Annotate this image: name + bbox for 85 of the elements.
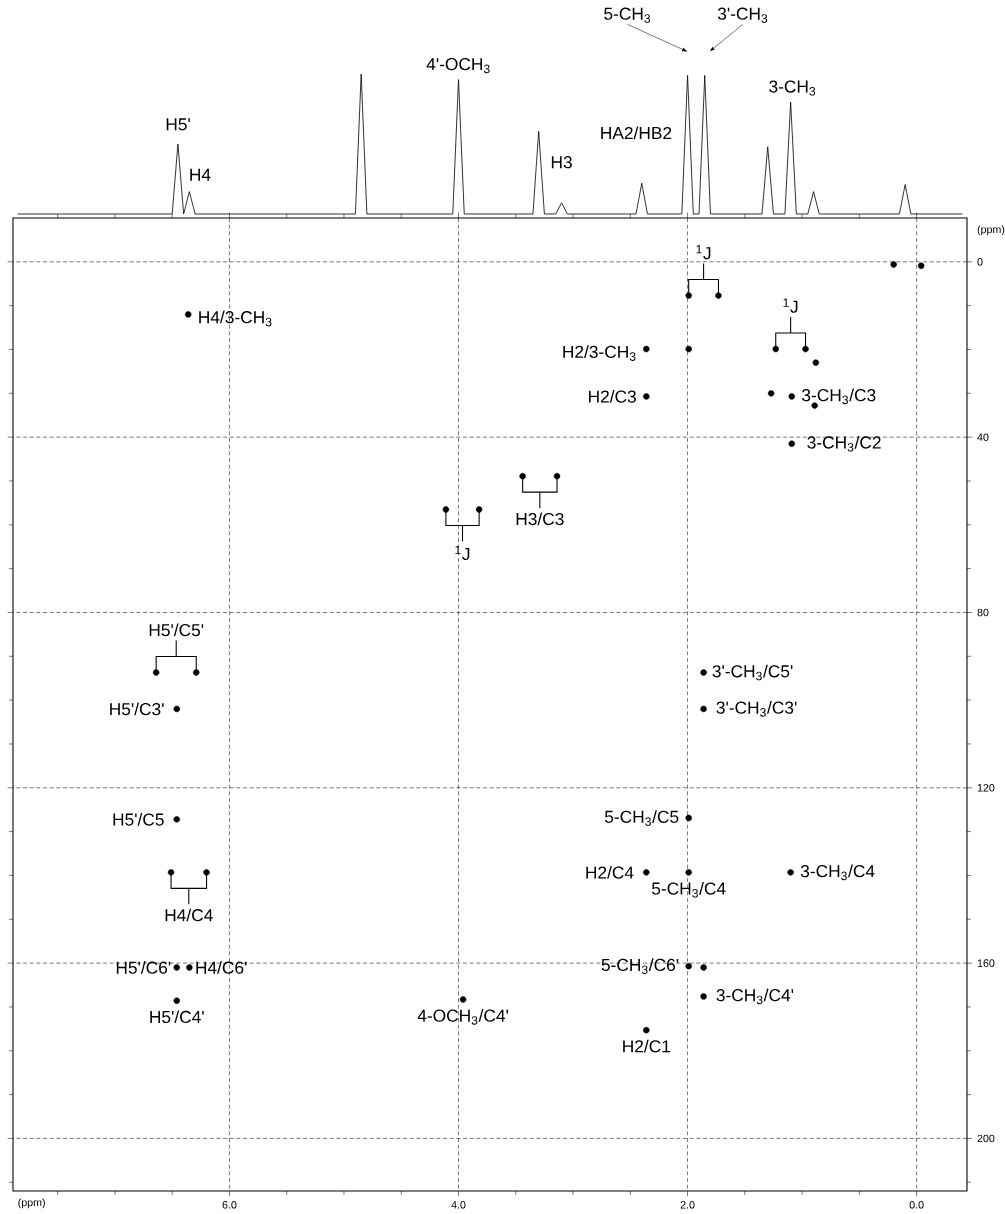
point — [802, 345, 809, 353]
point — [519, 472, 526, 480]
point — [700, 669, 707, 676]
annotation: H4/C4 — [165, 908, 213, 922]
annotation: H4/3-CH$_{3}$ — [199, 310, 272, 327]
y-axis-title: (ppm) — [977, 225, 1005, 236]
annotation: H3/C3 — [516, 512, 564, 526]
point — [812, 359, 820, 366]
point — [643, 869, 650, 876]
annotation: H2/3-CH$_{3}$ — [563, 345, 636, 361]
annotation: H5'/C5' — [149, 623, 204, 637]
point — [173, 705, 180, 713]
annotation: $^{1}$J — [455, 545, 470, 561]
annotation: H5'/C5 — [113, 812, 164, 826]
y-tick-label: 0 — [977, 258, 983, 266]
annotation: 5-CH$_{3}$/C6' — [601, 958, 679, 974]
annotation: 3'-CH$_{3}$/C3' — [716, 701, 797, 717]
point — [173, 964, 180, 971]
point — [459, 996, 467, 1003]
point — [788, 440, 795, 447]
point — [442, 506, 450, 513]
annotation: 5-CH$_{3}$/C4 — [651, 881, 726, 898]
point — [890, 261, 897, 268]
point — [772, 345, 779, 353]
annotation: 3-CH$_{3}$/C4 — [800, 864, 875, 881]
x-tick-label: 6.0 — [222, 1201, 237, 1209]
annotation: HA2/HB2 — [601, 126, 672, 140]
annotation: H5'/C4' — [150, 1010, 204, 1024]
annotation: H2/C1 — [623, 1039, 671, 1053]
point — [685, 962, 692, 970]
annotation: 3'-CH$_{3}$/C5' — [712, 664, 793, 681]
point — [700, 964, 707, 971]
y-tick-label: 200 — [977, 1134, 995, 1143]
annotation: H3 — [551, 156, 572, 169]
text: 3'-CH$_{3}$ — [717, 7, 768, 23]
annotation: 5-CH$_{3}$/C5 — [604, 810, 679, 826]
x-tick-label: 2.0 — [680, 1201, 695, 1209]
annotation: H2/C3 — [589, 390, 636, 403]
point — [715, 292, 722, 299]
y-tick-label: 80 — [977, 608, 989, 617]
point — [700, 705, 707, 713]
point — [643, 1026, 650, 1034]
annotation: $^{1}$J — [783, 298, 798, 313]
point — [643, 345, 650, 353]
annotation: 3-CH$_{3}$/C2 — [807, 435, 881, 452]
point — [685, 814, 692, 822]
annotation: 3-CH$_{3}$/C4' — [716, 988, 794, 1005]
point — [173, 997, 180, 1004]
annotation: 3-CH$_{3}$ — [769, 80, 816, 96]
point — [203, 869, 210, 876]
point — [193, 669, 200, 676]
y-tick-label: 40 — [977, 433, 989, 441]
point — [767, 390, 775, 397]
point — [173, 816, 180, 823]
x-tick-label: 4.0 — [451, 1201, 466, 1209]
point — [917, 262, 925, 269]
point — [553, 472, 561, 480]
x-tick-label: 0.0 — [909, 1201, 924, 1209]
point — [685, 345, 692, 353]
annotation: H5'/C6' — [116, 961, 171, 974]
annotation: 3-CH$_{3}$/C3 — [802, 388, 876, 405]
point — [787, 869, 794, 876]
y-tick-label: 160 — [977, 959, 995, 967]
point — [700, 993, 707, 1000]
point — [643, 393, 650, 400]
point — [167, 869, 175, 876]
text: 4'-OCH$_{3}$ — [426, 58, 490, 74]
point — [685, 292, 692, 299]
annotation: $^{1}$J — [696, 245, 711, 260]
annotation: H4/C6' — [196, 961, 247, 974]
point — [185, 311, 192, 318]
annotation: H5'/C3' — [110, 702, 164, 716]
annotation: H5' — [166, 118, 190, 131]
point — [475, 506, 483, 513]
point — [788, 393, 795, 400]
point — [811, 402, 818, 409]
y-tick-label: 120 — [977, 784, 995, 792]
text: 5-CH$_{3}$ — [604, 7, 651, 23]
annotation: H4 — [190, 168, 211, 181]
x-axis-title: (ppm) — [18, 1198, 45, 1209]
point — [685, 869, 692, 876]
point — [186, 964, 193, 971]
point — [152, 669, 160, 676]
annotation: H2/C4 — [586, 866, 634, 879]
annotation: 4-OCH$_{3}$/C4' — [417, 1009, 509, 1025]
